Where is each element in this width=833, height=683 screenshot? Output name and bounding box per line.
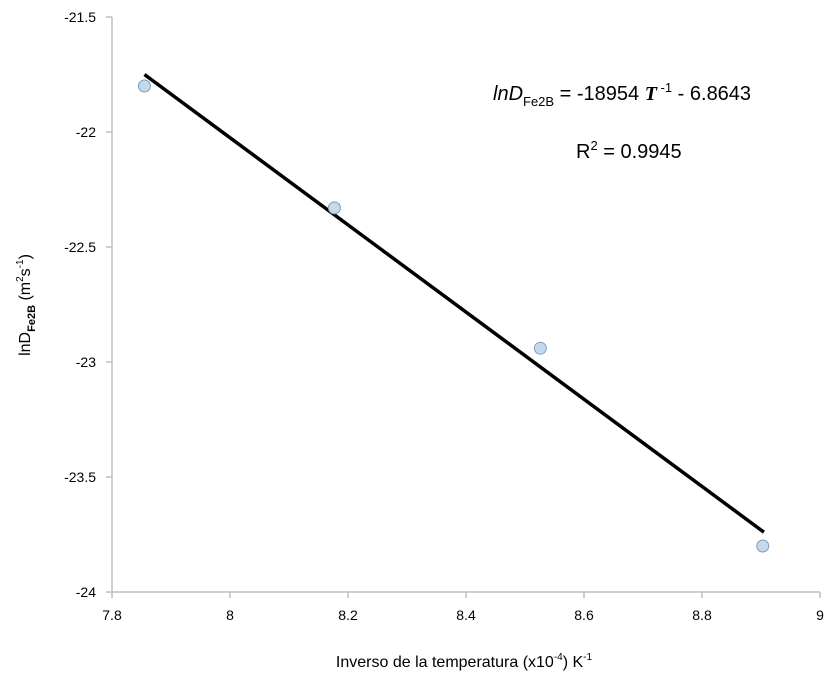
x-tick-label: 7.8	[102, 607, 122, 623]
y-tick-labels: -24 -23.5 -23 -22.5 -22 -21.5	[64, 9, 96, 600]
x-tick-label: 8.4	[456, 607, 476, 623]
regression-equation: lnDFe2B = -18954 T -1 - 6.8643	[493, 80, 751, 109]
x-tick-label: 8.2	[338, 607, 358, 623]
x-tick-label: 8.6	[574, 607, 594, 623]
data-point	[137, 79, 151, 93]
y-axis-title: lnDFe2B (m2s-1)	[15, 254, 38, 356]
y-tick-label: -21.5	[64, 9, 96, 25]
y-tick-label: -23	[76, 354, 96, 370]
axes	[106, 16, 821, 598]
data-point	[533, 341, 547, 355]
data-points	[137, 79, 770, 553]
y-tick-label: -22.5	[64, 239, 96, 255]
x-tick-label: 8	[226, 607, 234, 623]
data-point	[327, 201, 341, 215]
y-tick-label: -23.5	[64, 469, 96, 485]
x-tick-label: 9	[816, 607, 824, 623]
y-tick-label: -22	[76, 124, 96, 140]
trendline	[143, 73, 765, 534]
x-tick-labels: 7.8 8 8.2 8.4 8.6 8.8 9	[102, 607, 824, 623]
x-tick-label: 8.8	[692, 607, 712, 623]
y-tick-label: -24	[76, 584, 96, 600]
x-axis-title: Inverso de la temperatura (x10-4) K-1	[336, 652, 593, 671]
data-point	[756, 539, 770, 553]
r-squared-label: R2 = 0.9945	[576, 138, 682, 163]
